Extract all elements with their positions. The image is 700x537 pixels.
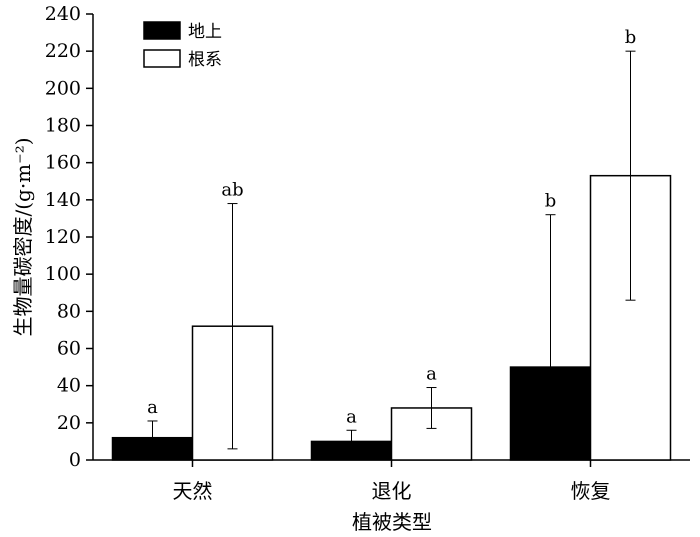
y-tick-label: 120 — [45, 226, 81, 248]
y-tick-label: 180 — [45, 115, 81, 137]
y-tick-label: 80 — [57, 300, 81, 322]
y-tick-label: 240 — [45, 3, 81, 25]
legend-label: 根系 — [188, 50, 222, 70]
bars — [111, 174, 672, 461]
x-axis-title: 植被类型 — [352, 510, 432, 534]
legend-swatch — [143, 49, 181, 68]
y-tick-label: 0 — [69, 449, 81, 471]
y-axis: 0 20 40 60 80 100 120 140 160 180 200 220 240 — [45, 3, 94, 471]
significance-label: b — [545, 191, 557, 212]
significance-label: a — [346, 406, 357, 427]
legend-swatch — [143, 21, 181, 40]
y-tick-label: 220 — [45, 40, 81, 62]
error-bars — [147, 50, 636, 461]
y-axis-title: 生物量碳密度/(g·m⁻²) — [11, 137, 35, 336]
significance-label: ab — [221, 180, 243, 201]
y-tick-label: 160 — [45, 152, 81, 174]
y-tick-label: 40 — [57, 375, 81, 397]
y-tick-label: 60 — [57, 338, 81, 360]
y-tick-label: 140 — [45, 189, 81, 211]
y-tick-label: 100 — [45, 263, 81, 285]
x-tick-label: 恢复 — [571, 479, 611, 503]
y-tick-label: 200 — [45, 77, 81, 99]
y-tick-label: 20 — [57, 412, 81, 434]
x-tick-label: 天然 — [173, 479, 213, 503]
significance-label: b — [625, 27, 637, 48]
x-axis: 天然 退化 恢复 — [93, 459, 690, 503]
significance-label: a — [426, 364, 437, 385]
significance-label: a — [147, 397, 158, 418]
legend-label: 地上 — [188, 22, 222, 42]
x-tick-label: 退化 — [372, 479, 412, 503]
